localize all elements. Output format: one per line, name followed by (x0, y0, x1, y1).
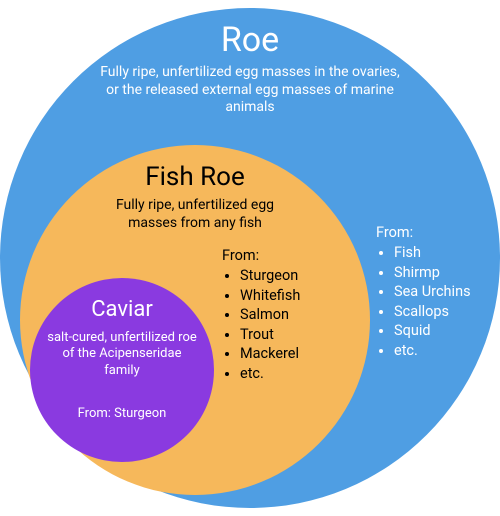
roe-title: Roe (0, 22, 500, 59)
roe-from-item: Sea Urchins (394, 282, 471, 302)
roe-description: Fully ripe, unfertilized egg masses in t… (95, 64, 405, 117)
roe-from-item: Fish (394, 243, 471, 263)
roe-from-item: Scallops (394, 302, 471, 322)
roe-from-list: FishShirmpSea UrchinsScallopsSquidetc. (376, 243, 471, 360)
fish-roe-description: Fully ripe, unfertilized egg masses from… (98, 197, 292, 232)
caviar-circle: Caviar salt-cured, unfertilized roe of t… (30, 278, 214, 462)
fish-roe-from-item: Mackerel (240, 344, 300, 364)
fish-roe-from-item: Sturgeon (240, 266, 300, 286)
caviar-description: salt-cured, unfertilized roe of the Acip… (44, 330, 200, 379)
roe-from-item: Shirmp (394, 263, 471, 283)
caviar-from-text: From: Sturgeon (30, 406, 214, 422)
fish-roe-from-list: SturgeonWhitefishSalmonTroutMackereletc. (222, 266, 300, 383)
fish-roe-from-item: Salmon (240, 305, 300, 325)
fish-roe-from-label: From: (222, 247, 300, 264)
roe-from-label: From: (376, 224, 471, 241)
roe-from-block: From: FishShirmpSea UrchinsScallopsSquid… (376, 224, 471, 360)
fish-roe-from-item: Trout (240, 325, 300, 345)
caviar-title: Caviar (30, 298, 214, 322)
fish-roe-from-item: etc. (240, 364, 300, 384)
fish-roe-from-item: Whitefish (240, 286, 300, 306)
fish-roe-from-block: From: SturgeonWhitefishSalmonTroutMacker… (222, 247, 300, 383)
roe-from-item: etc. (394, 341, 471, 361)
roe-from-item: Squid (394, 321, 471, 341)
fish-roe-title: Fish Roe (20, 163, 370, 192)
